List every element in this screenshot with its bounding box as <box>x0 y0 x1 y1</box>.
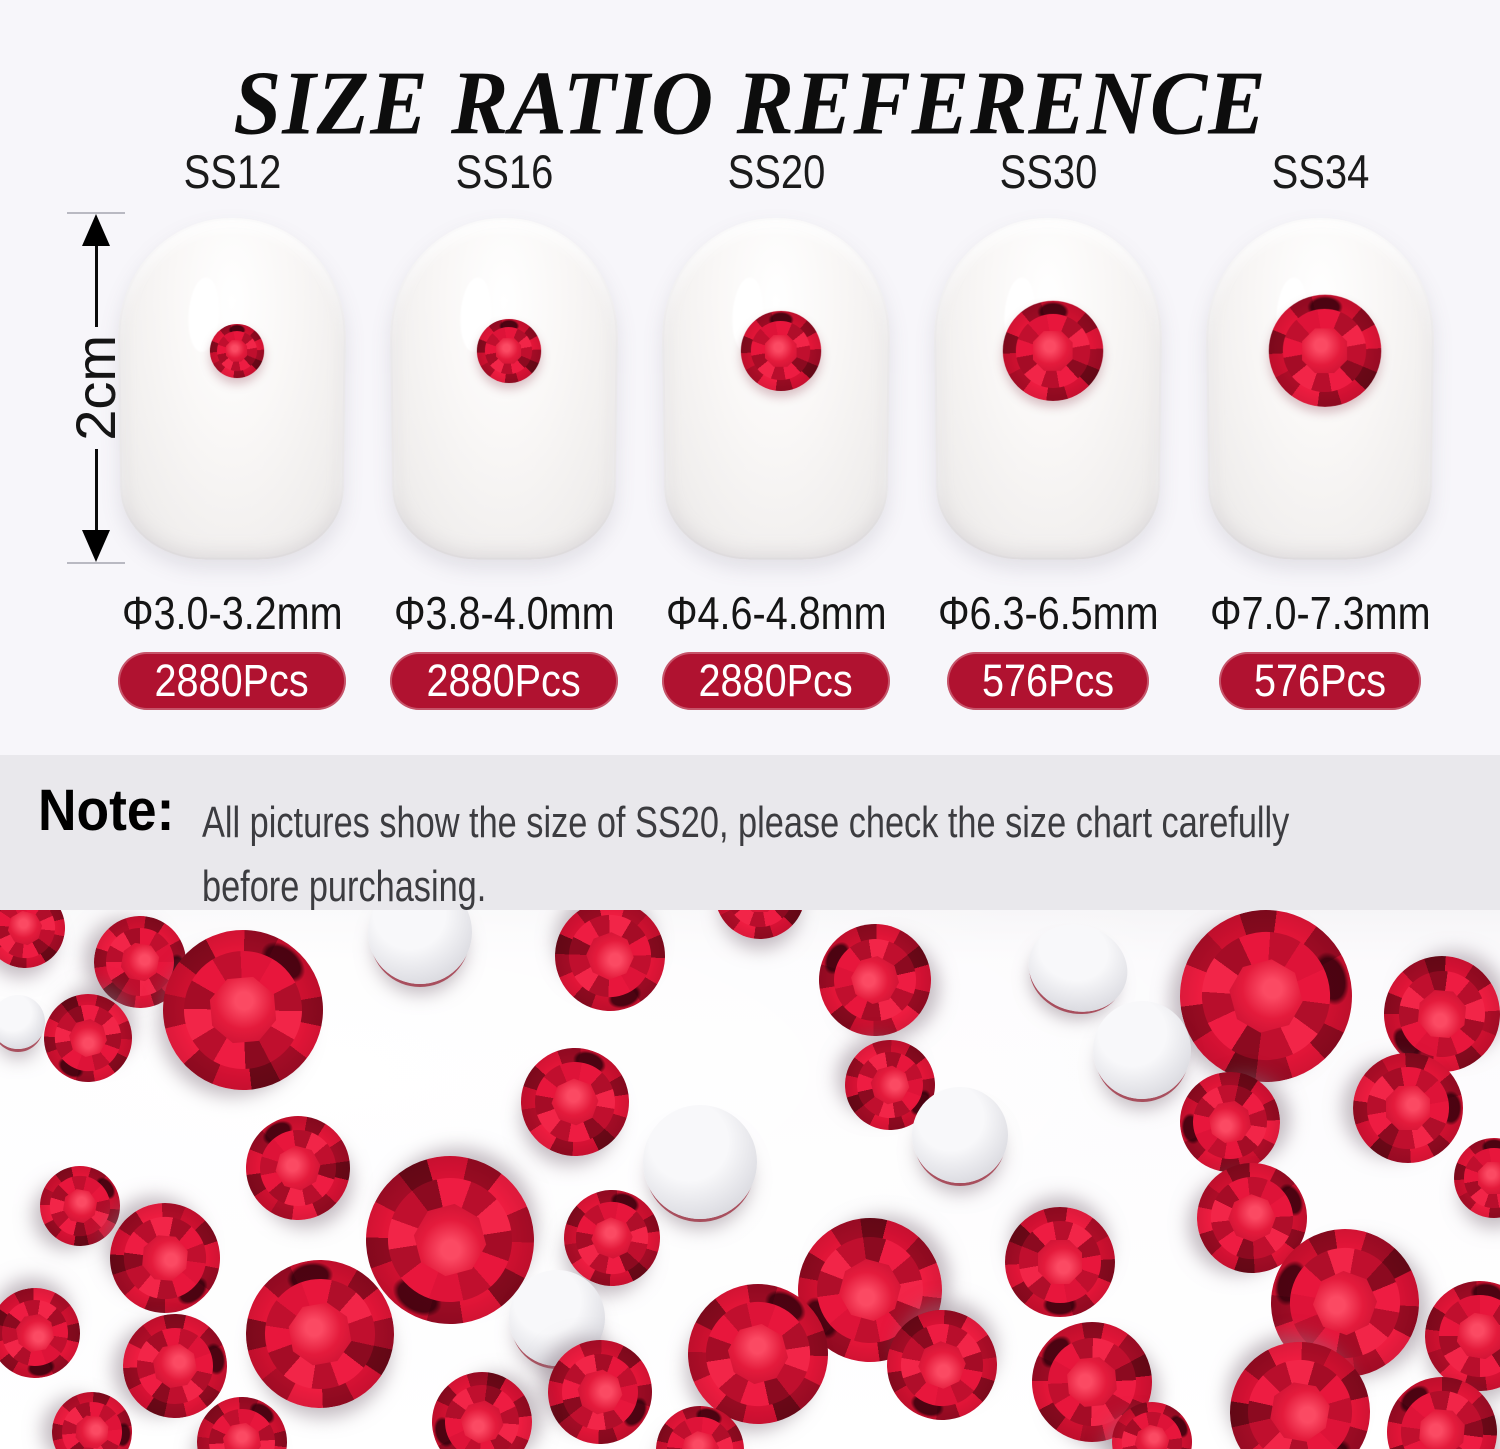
rhinestone-flipped <box>368 910 472 984</box>
diameter-label: Φ3.0-3.2mm <box>121 586 343 639</box>
rhinestone <box>48 1388 136 1449</box>
page-title: SIZE RATIO REFERENCE <box>233 51 1267 154</box>
rhinestone-flipped <box>912 1087 1008 1183</box>
rhinestone-on-nail <box>476 318 541 383</box>
size-code: SS20 <box>727 145 825 198</box>
count-badge: 576Pcs <box>1218 651 1422 710</box>
count-badge-label: 2880Pcs <box>426 655 582 707</box>
count-badge-label: 2880Pcs <box>154 655 310 707</box>
size-code: SS12 <box>183 145 281 198</box>
rhinestone <box>1160 910 1372 1102</box>
rhinestone <box>0 910 74 977</box>
rhinestone <box>539 910 681 1027</box>
rhinestone-flipped <box>643 1105 757 1219</box>
rhinestone-on-nail <box>209 323 264 378</box>
rhinestone <box>226 1096 370 1240</box>
rhinestone-on-nail <box>740 310 821 391</box>
arrow-up-icon <box>82 214 110 246</box>
rhinestone <box>0 1280 88 1386</box>
nail-tip <box>660 217 892 560</box>
size-column-ss12: SS12 Φ3.0-3.2mm 2880Pcs <box>96 146 368 710</box>
count-badge: 2880Pcs <box>118 651 346 710</box>
note-label: Note: <box>38 778 175 843</box>
rhinestone <box>420 1360 544 1449</box>
rhinestone <box>1005 1207 1115 1317</box>
nail-tip <box>1204 217 1436 560</box>
size-column-ss30: SS30 Φ6.3-6.5mm 576Pcs <box>912 146 1184 710</box>
note-bar: Note: All pictures show the size of SS20… <box>0 755 1500 911</box>
measure-line-top <box>94 246 98 328</box>
count-badge-label: 576Pcs <box>981 655 1115 707</box>
size-column-ss20: SS20 Φ4.6-4.8mm 2880Pcs <box>640 146 912 710</box>
size-column-ss16: SS16 Φ3.8-4.0mm 2880Pcs <box>368 146 640 710</box>
count-badge: 2880Pcs <box>390 651 618 710</box>
nail-tip <box>116 217 348 560</box>
diameter-label: Φ6.3-6.5mm <box>937 586 1159 639</box>
count-badge: 2880Pcs <box>662 651 890 710</box>
size-columns: SS12 Φ3.0-3.2mm 2880Pcs SS16 Φ3.8-4.0mm … <box>96 146 1456 710</box>
rhinestone <box>798 910 952 1057</box>
rhinestone-flipped <box>0 995 45 1049</box>
rhinestones-photo <box>0 910 1500 1449</box>
measure-line-bottom <box>94 448 98 531</box>
note-text: All pictures show the size of SS20, plea… <box>202 798 1290 911</box>
count-badge-label: 2880Pcs <box>698 655 854 707</box>
count-badge-label: 576Pcs <box>1253 655 1387 707</box>
diameter-label: Φ3.8-4.0mm <box>393 586 615 639</box>
measure-cap-bottom <box>67 562 125 565</box>
measure-cap-top <box>67 212 125 214</box>
rhinestone-flipped <box>1093 1001 1191 1099</box>
rhinestone <box>1353 1053 1463 1163</box>
size-column-ss34: SS34 Φ7.0-7.3mm 576Pcs <box>1184 146 1456 710</box>
arrow-down-icon <box>82 530 110 563</box>
nail-tip <box>388 217 620 560</box>
rhinestone <box>715 910 805 939</box>
count-badge: 576Pcs <box>946 651 1150 710</box>
size-code: SS16 <box>455 145 553 198</box>
rhinestone <box>1454 1138 1500 1218</box>
rhinestone-on-nail <box>1267 294 1382 407</box>
rhinestone-on-nail <box>1002 300 1104 401</box>
diameter-label: Φ4.6-4.8mm <box>665 586 887 639</box>
nail-tip <box>932 217 1164 560</box>
size-code: SS30 <box>999 145 1097 198</box>
size-code: SS34 <box>1271 145 1369 198</box>
measurement-arrow-2cm: 2cm <box>64 212 128 565</box>
diameter-label: Φ7.0-7.3mm <box>1209 586 1431 639</box>
rhinestone <box>505 1032 645 1172</box>
